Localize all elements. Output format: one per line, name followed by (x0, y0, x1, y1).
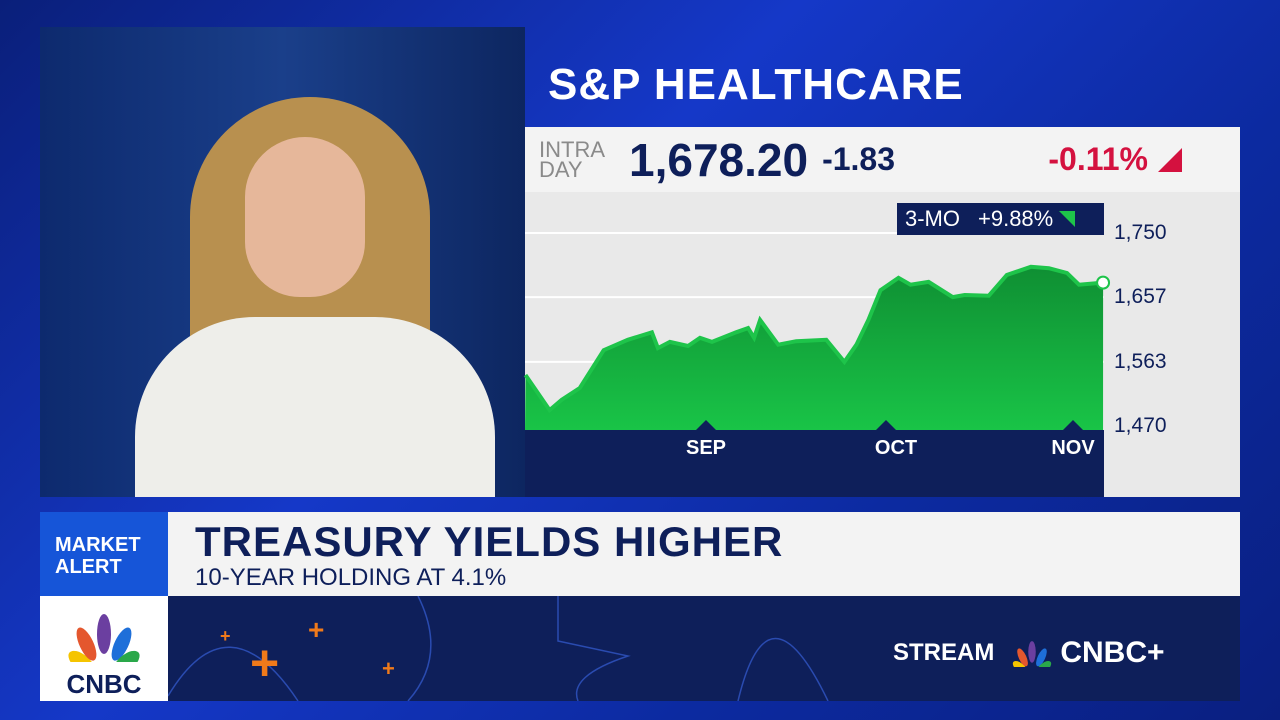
guest-video (40, 27, 525, 497)
x-tick: SEP (685, 437, 727, 459)
x-tick: NOV (1051, 437, 1095, 459)
cnbc-plus-label: CNBC+ (1060, 636, 1165, 669)
price: 1,678.20 (629, 133, 809, 186)
market-alert-tag: MARKET ALERT (40, 512, 168, 596)
stream-label: STREAM (893, 639, 995, 666)
period-change: +9.88% (978, 206, 1054, 231)
x-tick-marker (1063, 420, 1083, 430)
y-tick: 1,470 (1114, 414, 1167, 437)
plus-icon: + (382, 656, 395, 681)
guest-jacket (135, 317, 495, 497)
period-label: 3-MO (905, 206, 960, 231)
percent-change: -0.11% (1048, 141, 1148, 177)
y-tick: 1,563 (1114, 350, 1167, 373)
plus-icon: + (308, 614, 325, 645)
y-tick: 1,750 (1114, 221, 1167, 244)
peacock-icon (1013, 641, 1052, 667)
period-badge: 3-MO +9.88% (897, 203, 1104, 235)
headline: TREASURY YIELDS HIGHER (195, 518, 784, 565)
x-tick-marker (876, 420, 896, 430)
guest-face (245, 137, 365, 297)
subheadline: 10-YEAR HOLDING AT 4.1% (195, 564, 507, 591)
stream-promo: STREAM CNBC+ (893, 636, 1165, 670)
peacock-icon (68, 614, 140, 675)
price-line (523, 264, 1104, 414)
headline-bar: TREASURY YIELDS HIGHER 10-YEAR HOLDING A… (168, 512, 1240, 596)
logo-text: CNBC (66, 669, 142, 699)
intraday-label: INTRA DAY (539, 136, 604, 182)
price-area (525, 266, 1104, 430)
down-triangle-icon (1158, 147, 1182, 172)
price-change: -1.83 (822, 141, 895, 177)
decorative-lines (168, 596, 829, 701)
x-tick-marker (696, 420, 716, 430)
last-price-marker (1096, 275, 1111, 290)
plus-icon: + (220, 626, 231, 646)
promo-strip: + + + + (168, 596, 1240, 701)
x-tick: OCT (874, 437, 918, 459)
cnbc-logo: CNBC (40, 596, 168, 701)
up-triangle-icon (1059, 211, 1076, 227)
y-tick: 1,657 (1114, 285, 1167, 308)
x-axis-bar (525, 430, 1104, 497)
quote-bar: INTRA DAY 1,678.20 -1.83 -0.11% (525, 127, 1240, 192)
plus-icon: + (250, 635, 280, 691)
chart-title: S&P HEALTHCARE (548, 60, 964, 109)
